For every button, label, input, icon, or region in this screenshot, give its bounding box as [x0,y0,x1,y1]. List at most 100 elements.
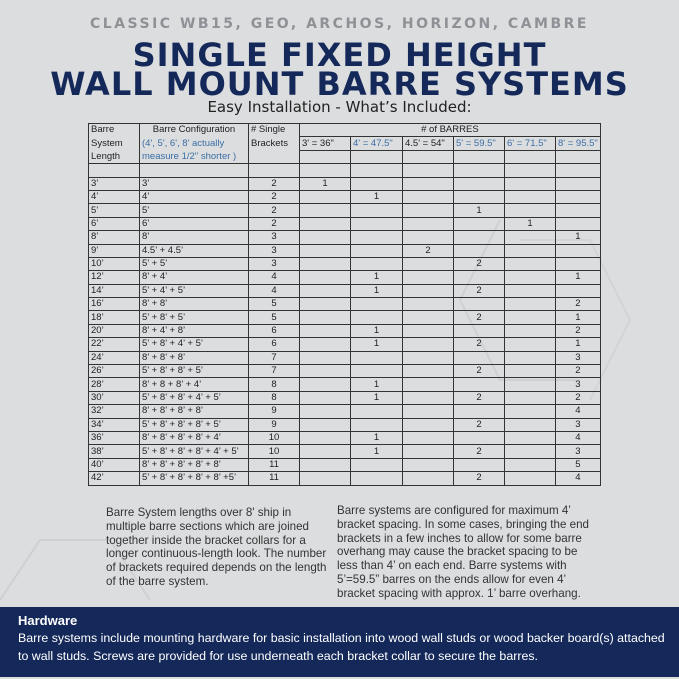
barre-count-cell [299,337,351,352]
empty-cell [248,150,300,165]
barre-count-cell [402,404,454,419]
length-cell: 34’ [88,417,140,432]
header-cell: 4' = 47.5" [350,136,403,151]
barre-count-cell [350,297,403,312]
barre-count-cell [504,270,556,285]
barre-count-cell [299,390,351,406]
barre-count-cell [299,323,351,339]
barre-count-cell [350,216,403,232]
hardware-body: Barre systems include mounting hardware … [18,631,665,663]
barre-count-cell: 2 [555,390,601,406]
barre-count-cell: 4 [555,404,601,419]
brackets-cell: 3 [248,256,300,272]
barre-count-cell [504,189,556,205]
barre-count-cell [504,297,556,312]
barre-count-cell: 1 [555,230,601,245]
header-cell: System [88,136,140,151]
length-cell: 28’ [88,377,140,392]
barre-count-cell [504,364,556,379]
configuration-cell: 3’ [139,176,249,191]
barre-count-cell: 3 [555,444,601,459]
table-row: 16’ 8’ + 8’ 5 2 [88,297,601,312]
barre-count-cell: 3 [555,417,601,432]
configuration-cell: 5’ + 4’ + 5’ [139,283,249,299]
barre-count-cell [350,203,403,218]
configuration-cell: 8’ + 8’ [139,297,249,312]
header-cell: Brackets [248,136,300,151]
barre-count-cell: 2 [453,417,505,432]
barre-count-cell [555,283,601,299]
barre-count-cell [402,310,454,325]
barre-count-cell [504,404,556,419]
header-cell: Barre Configuration [139,122,249,137]
header-cell: Length [88,150,140,165]
barre-count-cell: 4 [555,471,601,486]
barre-count-cell [402,216,454,232]
barre-count-cell [504,444,556,459]
hardware-title: Hardware [18,613,78,628]
barre-count-cell [504,350,556,366]
table-row: 18’ 5’ + 8’ + 5’ 5 2 1 [88,310,601,325]
length-cell: 36’ [88,430,140,446]
barre-count-cell [350,310,403,325]
configuration-cell: 8’ + 8 + 8’ + 4’ [139,377,249,392]
barre-count-cell: 3 [555,350,601,366]
table-row: 8’ 8’ 3 1 [88,230,601,245]
length-cell: 38’ [88,444,140,459]
configuration-cell: 6’ [139,216,249,232]
barre-count-cell [402,457,454,473]
table-row: 3’ 3’ 2 1 [88,176,601,191]
configuration-cell: 5’ + 8’ + 5’ [139,310,249,325]
barre-count-cell [350,457,403,473]
header-cell: (4', 5', 6', 8' actually [139,136,249,151]
configuration-cell: 5’ + 8’ + 8’ + 8’ + 8’ +5’ [139,471,249,486]
barre-count-cell: 2 [453,390,505,406]
barre-count-cell [453,176,505,191]
barre-count-cell [402,203,454,218]
table-header-row: Barre Barre Configuration # Single # of … [88,122,601,137]
barre-count-cell [453,404,505,419]
barre-count-cell [350,176,403,191]
barre-count-cell [299,444,351,459]
table-row: 38’ 5’ + 8’ + 8’ + 8’ + 4’ + 5’ 10 1 2 3 [88,444,601,459]
barre-count-cell [299,404,351,419]
header-cell: 4.5' = 54" [402,136,454,151]
configuration-cell: 5’ + 8’ + 8’ + 4’ + 5’ [139,390,249,406]
table-header-row: System (4', 5', 6', 8' actually Brackets… [88,136,601,151]
barre-count-cell [402,417,454,432]
barre-count-cell: 1 [299,176,351,191]
brackets-cell: 7 [248,350,300,366]
brackets-cell: 10 [248,444,300,459]
barre-count-cell: 2 [453,337,505,352]
table-row: 6’ 6’ 2 1 [88,216,601,232]
barre-count-cell [504,243,556,258]
barre-count-cell [504,230,556,245]
header-cell: # of BARRES [299,122,601,137]
length-cell: 30’ [88,390,140,406]
barre-count-cell: 1 [350,377,403,392]
barre-count-cell [555,243,601,258]
brackets-cell: 11 [248,457,300,473]
barre-count-cell: 1 [350,390,403,406]
note-bracket-spacing: Barre systems are configured for maximum… [337,504,589,600]
header-cell: 3' = 36" [299,136,351,151]
barre-count-cell: 1 [350,270,403,285]
barre-count-cell [350,364,403,379]
header-cell: # Single [248,122,300,137]
configuration-cell: 5’ + 8’ + 4’ + 5’ [139,337,249,352]
brackets-cell: 8 [248,390,300,406]
barre-count-cell [555,203,601,218]
length-cell: 6’ [88,216,140,232]
barre-count-cell: 2 [453,283,505,299]
brackets-cell: 9 [248,404,300,419]
brackets-cell: 11 [248,471,300,486]
barre-count-cell: 1 [350,323,403,339]
length-cell: 42’ [88,471,140,486]
barre-count-cell [402,430,454,446]
barre-count-cell: 2 [453,471,505,486]
barre-count-cell [504,283,556,299]
header-cell: 5' = 59.5" [453,136,505,151]
table-row: 20’ 8’ + 4’ + 8’ 6 1 2 [88,323,601,339]
brackets-cell: 3 [248,243,300,258]
table-row: 14’ 5’ + 4’ + 5’ 4 1 2 [88,283,601,299]
